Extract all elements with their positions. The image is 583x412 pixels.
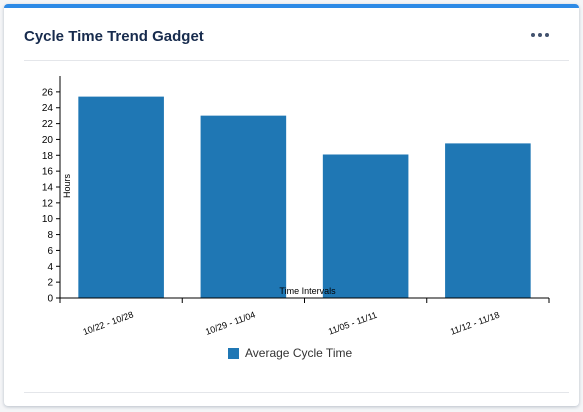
y-tick-label: 2 [47, 278, 53, 289]
y-tick-label: 6 [47, 246, 53, 257]
y-axis-title: Hours [62, 174, 72, 199]
x-tick-label: 10/29 - 11/04 [204, 310, 257, 337]
y-tick-label: 26 [42, 87, 54, 98]
y-tick-label: 0 [47, 294, 53, 305]
y-tick-label: 12 [42, 198, 54, 209]
x-tick-label: 11/12 - 11/18 [449, 310, 501, 337]
gadget-header: Cycle Time Trend Gadget [4, 8, 579, 60]
cycle-time-gadget: Cycle Time Trend Gadget 0 2 4 6 8 10 12 14 16 18 2… [4, 4, 579, 406]
footer-divider [24, 392, 569, 393]
y-tick-label: 4 [47, 262, 53, 273]
header-divider [24, 60, 569, 61]
y-tick-label: 24 [42, 103, 54, 114]
bar [322, 154, 409, 298]
x-axis-title: Time Intervals [279, 286, 336, 296]
y-tick-label: 18 [42, 151, 54, 162]
legend-swatch [228, 347, 239, 359]
gadget-title: Cycle Time Trend Gadget [24, 28, 204, 45]
x-tick-label: 11/05 - 11/11 [327, 310, 378, 337]
y-tick-label: 10 [42, 214, 54, 225]
x-tick-label: 10/22 - 10/28 [81, 309, 134, 337]
chart-legend: Average Cycle Time [228, 346, 352, 360]
bar [78, 96, 164, 298]
y-tick-label: 8 [47, 230, 53, 241]
legend-label: Average Cycle Time [245, 346, 353, 360]
y-tick-label: 20 [42, 135, 54, 146]
bar [200, 115, 287, 299]
more-horizontal-icon[interactable] [531, 26, 549, 44]
y-tick-label: 14 [42, 183, 54, 194]
y-tick-label: 16 [42, 167, 54, 178]
y-tick-label: 22 [42, 119, 54, 130]
bar [445, 143, 531, 298]
